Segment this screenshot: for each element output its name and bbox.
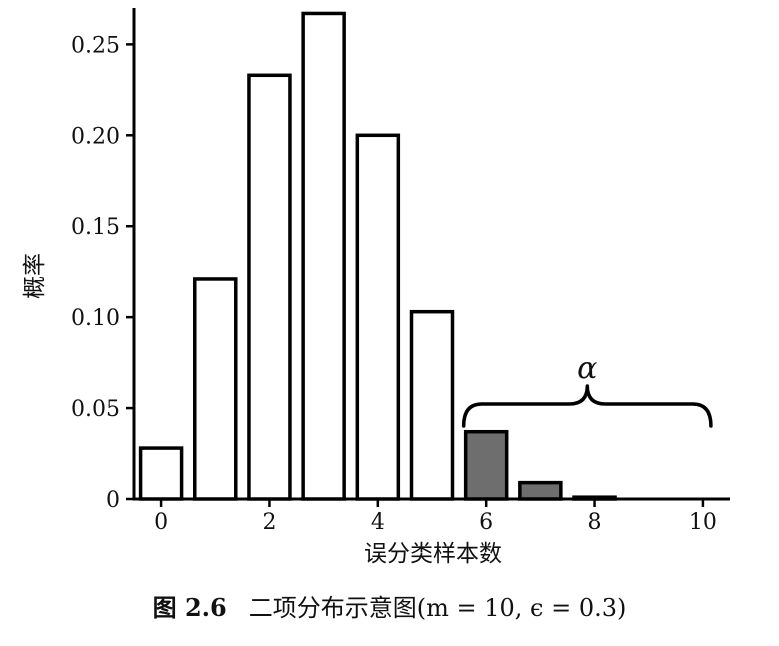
annotation-layer: α <box>461 351 713 428</box>
bar-7 <box>518 480 563 501</box>
x-tick-label: 6 <box>479 510 493 535</box>
curly-brace <box>461 384 713 428</box>
bar-2 <box>247 73 292 501</box>
bar-5 <box>409 309 455 501</box>
bar-3 <box>301 11 346 501</box>
figure-caption: 图 2.6 二项分布示意图(m = 10, ϵ = 0.3) <box>0 588 779 623</box>
bar-1 <box>193 277 238 501</box>
x-tick-label: 0 <box>154 510 168 535</box>
y-tick-label: 0.20 <box>71 124 120 149</box>
y-tick-label: 0.10 <box>71 306 120 331</box>
y-axis-label: 概率 <box>22 253 48 299</box>
y-tick-label: 0.25 <box>71 33 120 58</box>
alpha-annotation-label: α <box>577 351 597 386</box>
axes-layer <box>132 8 730 501</box>
x-tick-label: 4 <box>371 510 385 535</box>
caption-text: 二项分布示意图(m = 10, ϵ = 0.3) <box>248 594 627 622</box>
y-tick-label: 0.05 <box>71 397 120 422</box>
caption-label: 图 2.6 <box>152 593 227 622</box>
bar-0 <box>138 446 184 501</box>
ticks-layer: 0 0.05 0.10 0.15 0.20 0.25 0 2 4 6 8 10 <box>71 33 717 535</box>
x-tick-label: 10 <box>689 510 717 535</box>
bar-4 <box>355 133 401 501</box>
x-axis-label: 误分类样本数 <box>364 541 502 567</box>
bar-6 <box>463 429 509 501</box>
y-tick-label: 0 <box>106 488 120 513</box>
x-tick-label: 8 <box>588 510 602 535</box>
x-tick-label: 2 <box>262 510 276 535</box>
y-tick-label: 0.15 <box>71 215 120 240</box>
bars-layer <box>138 11 617 501</box>
